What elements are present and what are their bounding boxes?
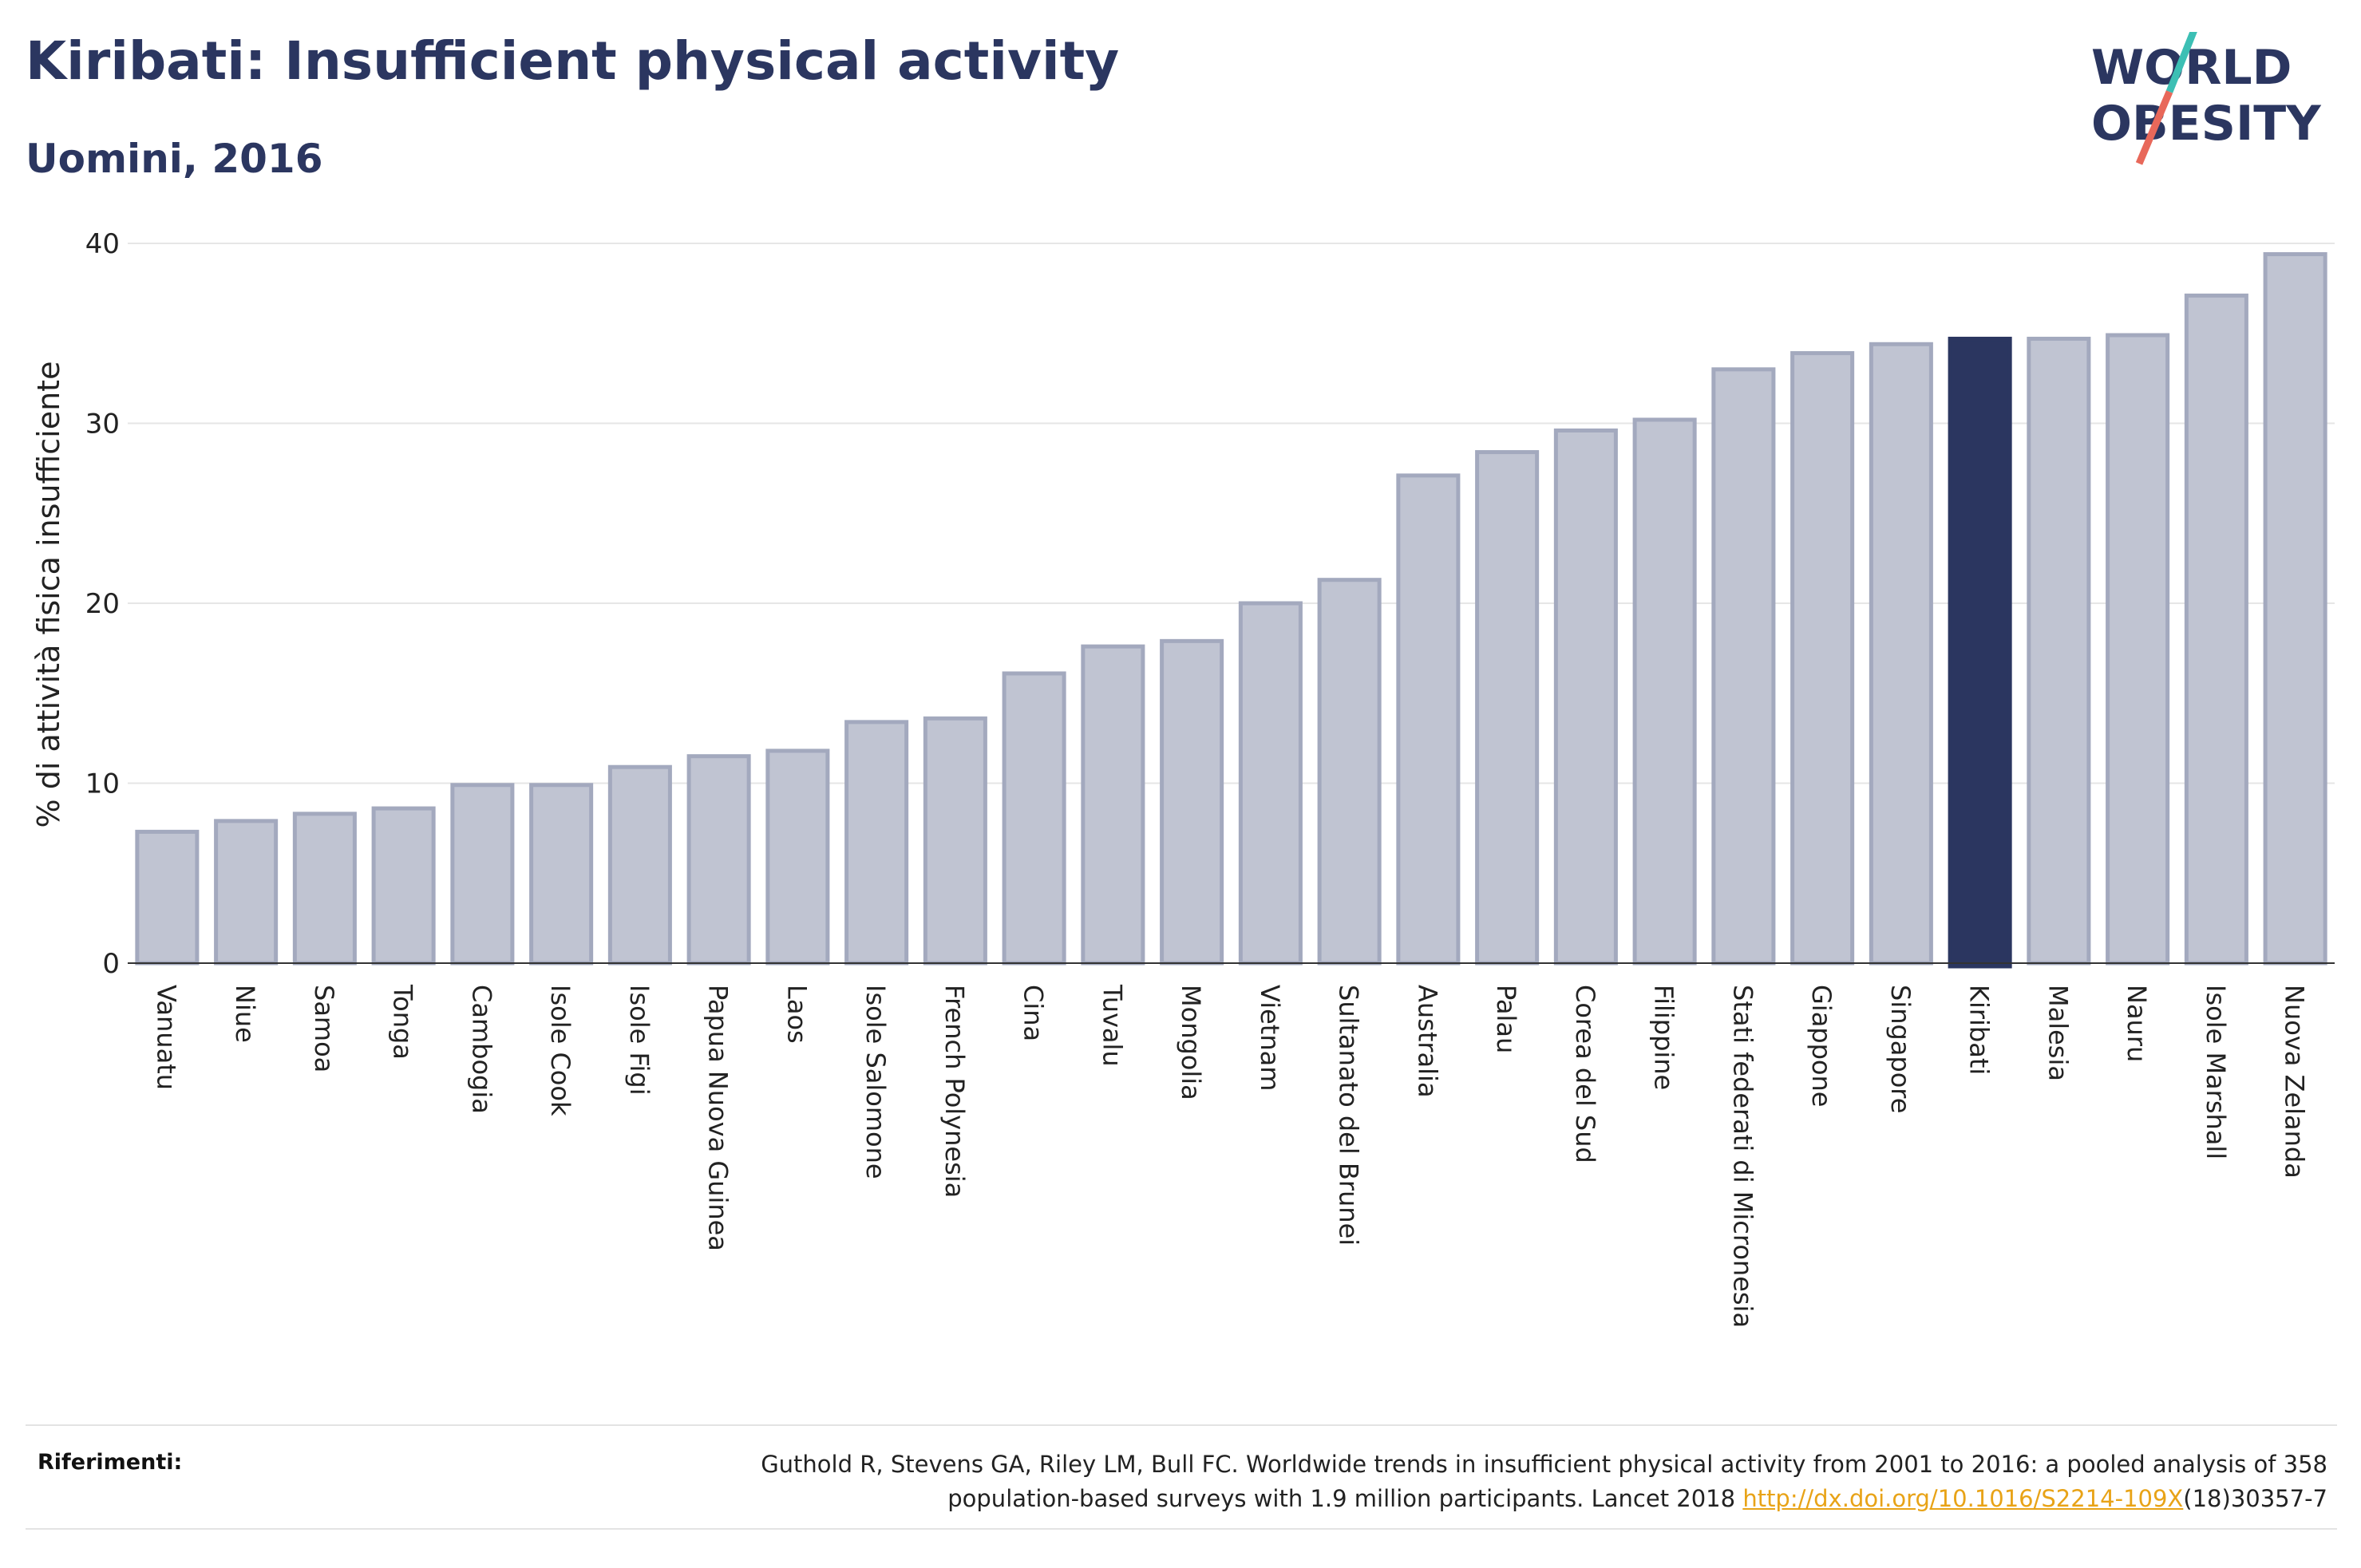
x-axis-labels: Vanuatu Niue Samoa Tonga Cambogia Isole Cook I… xyxy=(151,984,2309,1328)
x-tick-label: Laos xyxy=(781,985,812,1044)
bar-australia xyxy=(1396,473,1461,966)
y-tick-label: 20 xyxy=(85,588,120,620)
references-label: Riferimenti: xyxy=(38,1450,183,1475)
x-tick-label: Nuova Zelanda xyxy=(2280,985,2310,1179)
y-axis-title: % di attività fisica insufficiente xyxy=(31,361,66,828)
bar-vietnam xyxy=(1238,601,1303,966)
bar-isole-salomone xyxy=(844,720,909,966)
bar-chart: 0 10 20 30 40 Vanuatu Niue Samoa Tonga Cambogia I… xyxy=(31,228,2335,1328)
logo-slash-red xyxy=(2135,90,2173,165)
x-tick-label: Isole Figi xyxy=(624,985,655,1096)
x-tick-label: Mongolia xyxy=(1176,985,1206,1100)
bar-corea-del-sud xyxy=(1553,429,1618,966)
bar-isole-marshall xyxy=(2184,293,2248,966)
bar-kiribati xyxy=(1948,337,2012,969)
bar-samoa xyxy=(292,812,357,966)
y-tick-label: 40 xyxy=(85,228,120,260)
bars xyxy=(135,252,2327,969)
x-tick-label: Australia xyxy=(1412,985,1442,1098)
bar-tonga xyxy=(371,806,436,966)
bar-stati-federati-di-micronesia xyxy=(1711,367,1776,966)
bar-palau xyxy=(1475,450,1540,966)
x-tick-label: Cina xyxy=(1018,985,1049,1041)
bar-nuova-zelanda xyxy=(2263,252,2327,966)
x-tick-label: Sultanato del Brunei xyxy=(1334,985,1364,1246)
x-tick-label: Samoa xyxy=(309,985,339,1072)
y-tick-label: 10 xyxy=(85,768,120,800)
bar-isole-cook xyxy=(529,783,594,966)
x-tick-label: Tonga xyxy=(388,984,418,1060)
x-tick-label: Isole Salomone xyxy=(860,985,891,1179)
reference-text: Guthold R, Stevens GA, Riley LM, Bull FC… xyxy=(412,1448,2327,1516)
bar-cambogia xyxy=(450,783,515,966)
logo-slash-teal xyxy=(2165,32,2197,93)
chart-title: Kiribati: Insufficient physical activity xyxy=(26,30,1120,92)
x-tick-label: Giappone xyxy=(1806,985,1837,1107)
bar-mongolia xyxy=(1160,638,1224,966)
x-tick-label: Papua Nuova Guinea xyxy=(703,985,734,1251)
x-tick-label: Niue xyxy=(230,985,260,1043)
x-tick-label: French Polynesia xyxy=(939,985,970,1198)
bar-laos xyxy=(765,748,830,966)
x-tick-label: Vietnam xyxy=(1255,985,1285,1091)
reference-line2-pre: population-based surveys with 1.9 millio… xyxy=(947,1485,1743,1512)
x-tick-label: Palau xyxy=(1491,985,1521,1053)
bar-french-polynesia xyxy=(923,716,987,966)
chart-subtitle: Uomini, 2016 xyxy=(26,136,323,182)
bar-malesia xyxy=(2027,337,2091,966)
x-tick-label: Malesia xyxy=(2043,985,2073,1081)
x-tick-label: Stati federati di Micronesia xyxy=(1727,985,1758,1328)
x-tick-label: Filippine xyxy=(1649,985,1679,1090)
bar-giappone xyxy=(1790,351,1855,966)
x-tick-label: Isole Cook xyxy=(545,985,575,1116)
bar-cina xyxy=(1002,671,1066,966)
bar-singapore xyxy=(1869,342,1933,966)
x-tick-label: Kiribati xyxy=(1964,985,1995,1075)
bar-tuvalu xyxy=(1081,644,1145,966)
x-tick-label: Vanuatu xyxy=(151,985,181,1090)
logo-text-world: WORLD xyxy=(2091,40,2292,96)
y-axis-ticks: 0 10 20 30 40 xyxy=(85,228,120,980)
logo-text-obesity: OBESITY xyxy=(2091,96,2322,152)
bar-vanuatu xyxy=(135,829,200,966)
y-tick-label: 30 xyxy=(85,409,120,440)
x-tick-label: Nauru xyxy=(2122,985,2152,1062)
y-tick-label: 0 xyxy=(102,948,120,980)
reference-doi-link[interactable]: http://dx.doi.org/10.1016/S2214-109X xyxy=(1742,1485,2184,1512)
x-tick-label: Cambogia xyxy=(466,985,496,1114)
references-footer: Riferimenti: Guthold R, Stevens GA, Rile… xyxy=(26,1424,2337,1530)
bar-nauru xyxy=(2106,333,2170,966)
bar-papua-nuova-guinea xyxy=(686,754,751,966)
bar-niue xyxy=(214,819,279,966)
x-tick-label: Corea del Sud xyxy=(1570,985,1600,1163)
world-obesity-logo: WORLD OBESITY xyxy=(2091,32,2322,165)
x-tick-label: Tuvalu xyxy=(1097,984,1127,1067)
x-tick-label: Singapore xyxy=(1885,985,1916,1113)
reference-line1: Guthold R, Stevens GA, Riley LM, Bull FC… xyxy=(761,1451,2327,1478)
x-tick-label: Isole Marshall xyxy=(2201,985,2231,1159)
reference-line2-post: (18)30357-7 xyxy=(2183,1485,2327,1512)
bar-filippine xyxy=(1632,417,1697,966)
bar-sultanato-del-brunei xyxy=(1317,578,1382,966)
bar-isole-figi xyxy=(607,764,672,966)
